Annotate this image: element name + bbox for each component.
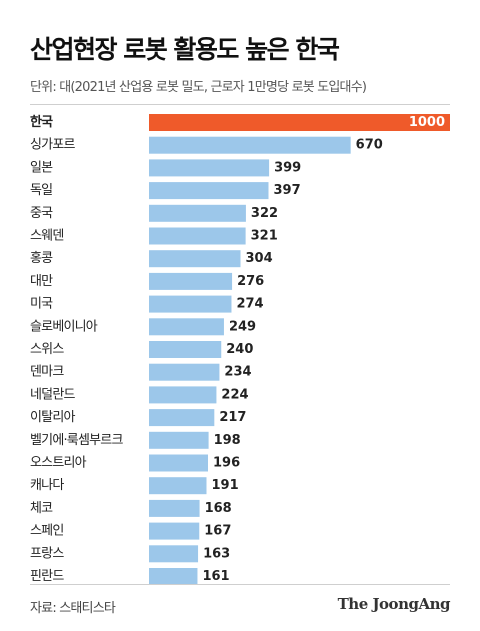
bar xyxy=(149,159,270,177)
category-label: 대만 xyxy=(30,274,53,289)
category-label: 한국 xyxy=(30,114,53,130)
bar xyxy=(149,272,233,290)
value-label: 196 xyxy=(213,456,240,471)
top-divider xyxy=(30,104,450,105)
category-label: 이탈리아 xyxy=(30,410,75,425)
category-label: 독일 xyxy=(30,183,52,198)
value-label: 217 xyxy=(219,410,246,425)
bar xyxy=(149,545,199,563)
value-label: 240 xyxy=(226,342,253,357)
category-label: 캐나다 xyxy=(30,478,64,493)
value-label: 1000 xyxy=(409,115,445,130)
bar xyxy=(149,295,232,313)
bar xyxy=(149,250,241,268)
value-label: 321 xyxy=(251,229,278,244)
chart-title: 산업현장 로봇 활용도 높은 한국 xyxy=(30,35,340,64)
bar xyxy=(149,204,246,222)
bar xyxy=(149,522,200,540)
value-label: 322 xyxy=(251,206,278,221)
unit-subtitle: 단위: 대(2021년 산업용 로봇 밀도, 근로자 1만명당 로봇 도입대수) xyxy=(30,80,367,95)
value-label: 163 xyxy=(203,546,230,561)
value-label: 191 xyxy=(211,478,238,493)
category-label: 중국 xyxy=(30,206,53,221)
value-label: 304 xyxy=(246,251,273,266)
category-label: 체코 xyxy=(30,501,53,516)
value-label: 249 xyxy=(229,319,256,334)
category-label: 벨기에·룩셈부르크 xyxy=(30,433,123,448)
bar xyxy=(149,363,220,381)
bottom-divider xyxy=(30,584,450,585)
category-label: 프랑스 xyxy=(30,546,64,561)
bar xyxy=(149,136,351,154)
category-label: 스위스 xyxy=(30,342,64,357)
category-label: 덴마크 xyxy=(30,365,64,380)
category-label: 싱가포르 xyxy=(30,138,75,153)
value-label: 198 xyxy=(214,433,241,448)
bar xyxy=(149,318,224,336)
bar xyxy=(149,568,198,585)
bar xyxy=(149,431,209,449)
category-label: 일본 xyxy=(30,160,53,175)
category-label: 홍콩 xyxy=(30,251,53,266)
category-label: 핀란드 xyxy=(30,569,64,584)
bar xyxy=(149,409,215,427)
bar xyxy=(149,341,222,358)
bar xyxy=(149,499,200,517)
category-label: 미국 xyxy=(30,297,53,312)
value-label: 167 xyxy=(204,524,231,539)
bar xyxy=(149,386,217,404)
category-label: 스웨덴 xyxy=(30,229,63,244)
bar xyxy=(149,182,269,200)
value-label: 161 xyxy=(202,569,229,584)
value-label: 224 xyxy=(221,387,248,402)
value-label: 168 xyxy=(205,501,232,516)
category-label: 슬로베이니아 xyxy=(30,319,98,334)
value-label: 234 xyxy=(224,365,251,380)
category-label: 스페인 xyxy=(30,524,63,539)
publisher-logo: The JoongAng xyxy=(337,595,451,613)
bar xyxy=(149,454,208,472)
bar xyxy=(149,227,246,245)
value-label: 274 xyxy=(236,297,263,312)
category-label: 오스트리아 xyxy=(30,456,87,471)
value-label: 276 xyxy=(237,274,264,289)
category-label: 네덜란드 xyxy=(30,387,75,402)
bar xyxy=(149,114,450,131)
source-note: 자료: 스태티스타 xyxy=(30,601,116,616)
value-label: 399 xyxy=(274,160,301,175)
value-label: 397 xyxy=(273,183,300,198)
value-label: 670 xyxy=(356,138,383,153)
bar xyxy=(149,477,207,495)
